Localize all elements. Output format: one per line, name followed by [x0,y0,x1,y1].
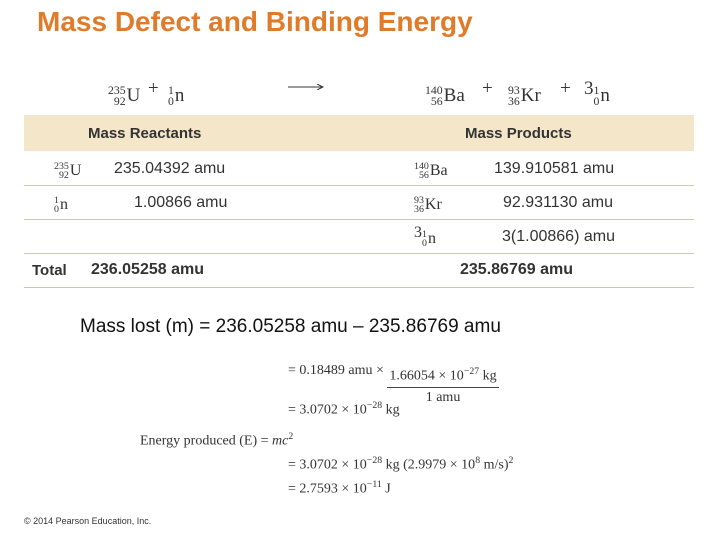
table-row-reactant-symbol: 235 92 U [54,161,82,182]
header-mass-products: Mass Products [465,125,572,142]
nuclide-ba140: 140 56 Ba [425,84,465,109]
calc-line-conversion: = 0.18489 amu × 1.66054 × 10−27 kg 1 amu [288,363,499,405]
slide-title: Mass Defect and Binding Energy [37,6,473,37]
calc-line-energy-result: = 2.7593 × 10−11 J [288,479,391,497]
plus-sign: + [482,78,493,99]
total-products-value: 235.86769 amu [460,261,573,278]
copyright-notice: © 2014 Pearson Education, Inc. [24,516,152,526]
calc-line-mass-kg: = 3.0702 × 10−28 kg [288,400,400,418]
calc-line-energy-substitution: = 3.0702 × 10−28 kg (2.9979 × 108 m/s)2 [288,455,514,473]
table-row-product-symbol: 140 56 Ba [414,161,448,182]
plus-sign: + [560,78,571,99]
mass-lost-equation: Mass lost (m) = 236.05258 amu – 235.8676… [80,316,501,337]
table-row-product-symbol: 93 36 Kr [414,195,442,216]
table-row-reactant-value: 1.00866 amu [134,194,228,211]
table-row-product-value: 139.910581 amu [494,160,615,177]
table-row-product-value: 3(1.00866) amu [502,228,615,245]
table-row-reactant-value: 235.04392 amu [114,160,226,177]
nuclide-u235: 235 92 U [108,84,141,109]
mass-table: Mass Reactants Mass Products 235 92 U 235.… [24,115,694,288]
total-label: Total [32,262,67,279]
total-reactants-value: 236.05258 amu [91,261,204,278]
table-row-product-value: 92.931130 amu [503,194,614,211]
header-mass-reactants: Mass Reactants [88,125,202,142]
plus-sign: + [148,78,159,99]
table-header: Mass Reactants Mass Products [24,115,694,151]
reaction-arrow-icon [288,84,324,90]
nuclide-kr93: 93 36 Kr [508,84,541,109]
calc-line-energy-formula: Energy produced (E) = mc2 [140,431,294,449]
